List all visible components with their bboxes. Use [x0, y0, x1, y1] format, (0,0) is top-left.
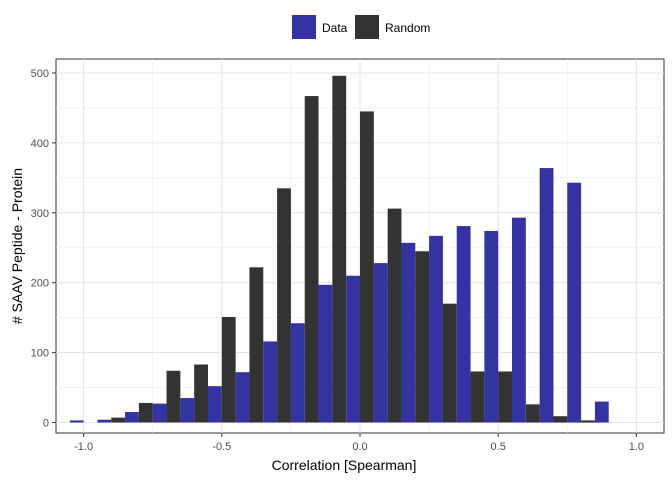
y-tick-label: 0 [43, 418, 49, 430]
x-tick-label: 1.0 [629, 441, 644, 453]
y-axis-title: # SAAV Peptide - Protein [9, 168, 25, 324]
bar-data [180, 398, 195, 423]
bar-data [69, 420, 84, 423]
legend-swatch-data [292, 15, 316, 39]
bar-random [166, 370, 181, 423]
bar-random [249, 267, 264, 423]
bars [69, 75, 609, 423]
bar-data [97, 419, 112, 423]
bar-random [553, 416, 568, 423]
bar-data [429, 235, 443, 423]
bar-random [360, 111, 374, 423]
bar-random [525, 404, 540, 423]
bar-random [415, 251, 430, 423]
x-axis-ticks: -1.0 -0.5 0.0 0.5 1.0 [74, 433, 644, 453]
y-tick-label: 400 [31, 138, 49, 150]
bar-random [277, 188, 291, 423]
y-tick-label: 100 [31, 348, 49, 360]
bar-data [512, 217, 526, 423]
y-tick-label: 200 [31, 278, 49, 290]
bar-data [346, 275, 360, 423]
bar-data [484, 230, 499, 423]
bar-random [304, 96, 319, 423]
bar-data [567, 182, 582, 423]
bar-data [539, 168, 554, 423]
bar-random [442, 303, 457, 423]
legend: Data Random [292, 15, 430, 39]
bar-data [235, 372, 250, 423]
bar-random [138, 402, 153, 423]
bar-data [401, 242, 416, 423]
bar-data [290, 323, 305, 423]
bar-data [594, 401, 609, 423]
bar-random [581, 420, 595, 423]
bar-data [208, 386, 222, 423]
bar-data [318, 284, 333, 423]
bar-random [498, 371, 512, 423]
y-tick-label: 300 [31, 208, 49, 220]
legend-label-random: Random [385, 21, 430, 35]
bar-data [125, 412, 139, 423]
bar-random [332, 75, 347, 423]
legend-label-data: Data [322, 21, 348, 35]
x-tick-label: 0.0 [352, 441, 367, 453]
y-tick-label: 500 [31, 68, 49, 80]
y-axis-ticks: 0 100 200 300 400 500 [31, 68, 56, 430]
x-tick-label: 0.5 [491, 441, 506, 453]
bar-random [470, 371, 485, 423]
x-tick-label: -1.0 [74, 441, 93, 453]
bar-random [111, 417, 126, 423]
legend-swatch-random [355, 15, 379, 39]
bar-data [456, 226, 471, 423]
bar-random [387, 208, 402, 423]
x-tick-label: -0.5 [212, 441, 231, 453]
bar-data [373, 263, 388, 423]
bar-data [152, 403, 167, 423]
bar-data [263, 341, 278, 423]
x-axis-title: Correlation [Spearman] [272, 457, 417, 473]
bar-random [194, 364, 208, 423]
bar-random [221, 316, 236, 423]
